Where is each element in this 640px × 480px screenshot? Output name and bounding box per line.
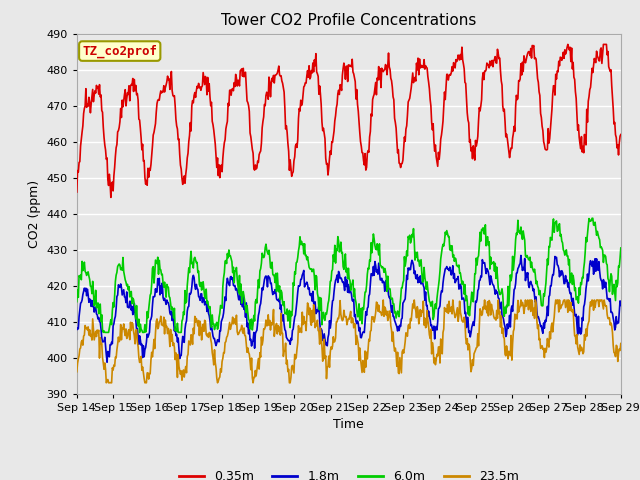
Legend: 0.35m, 1.8m, 6.0m, 23.5m: 0.35m, 1.8m, 6.0m, 23.5m: [173, 465, 524, 480]
Y-axis label: CO2 (ppm): CO2 (ppm): [28, 180, 41, 248]
Title: Tower CO2 Profile Concentrations: Tower CO2 Profile Concentrations: [221, 13, 477, 28]
X-axis label: Time: Time: [333, 418, 364, 431]
Text: TZ_co2prof: TZ_co2prof: [82, 44, 157, 58]
